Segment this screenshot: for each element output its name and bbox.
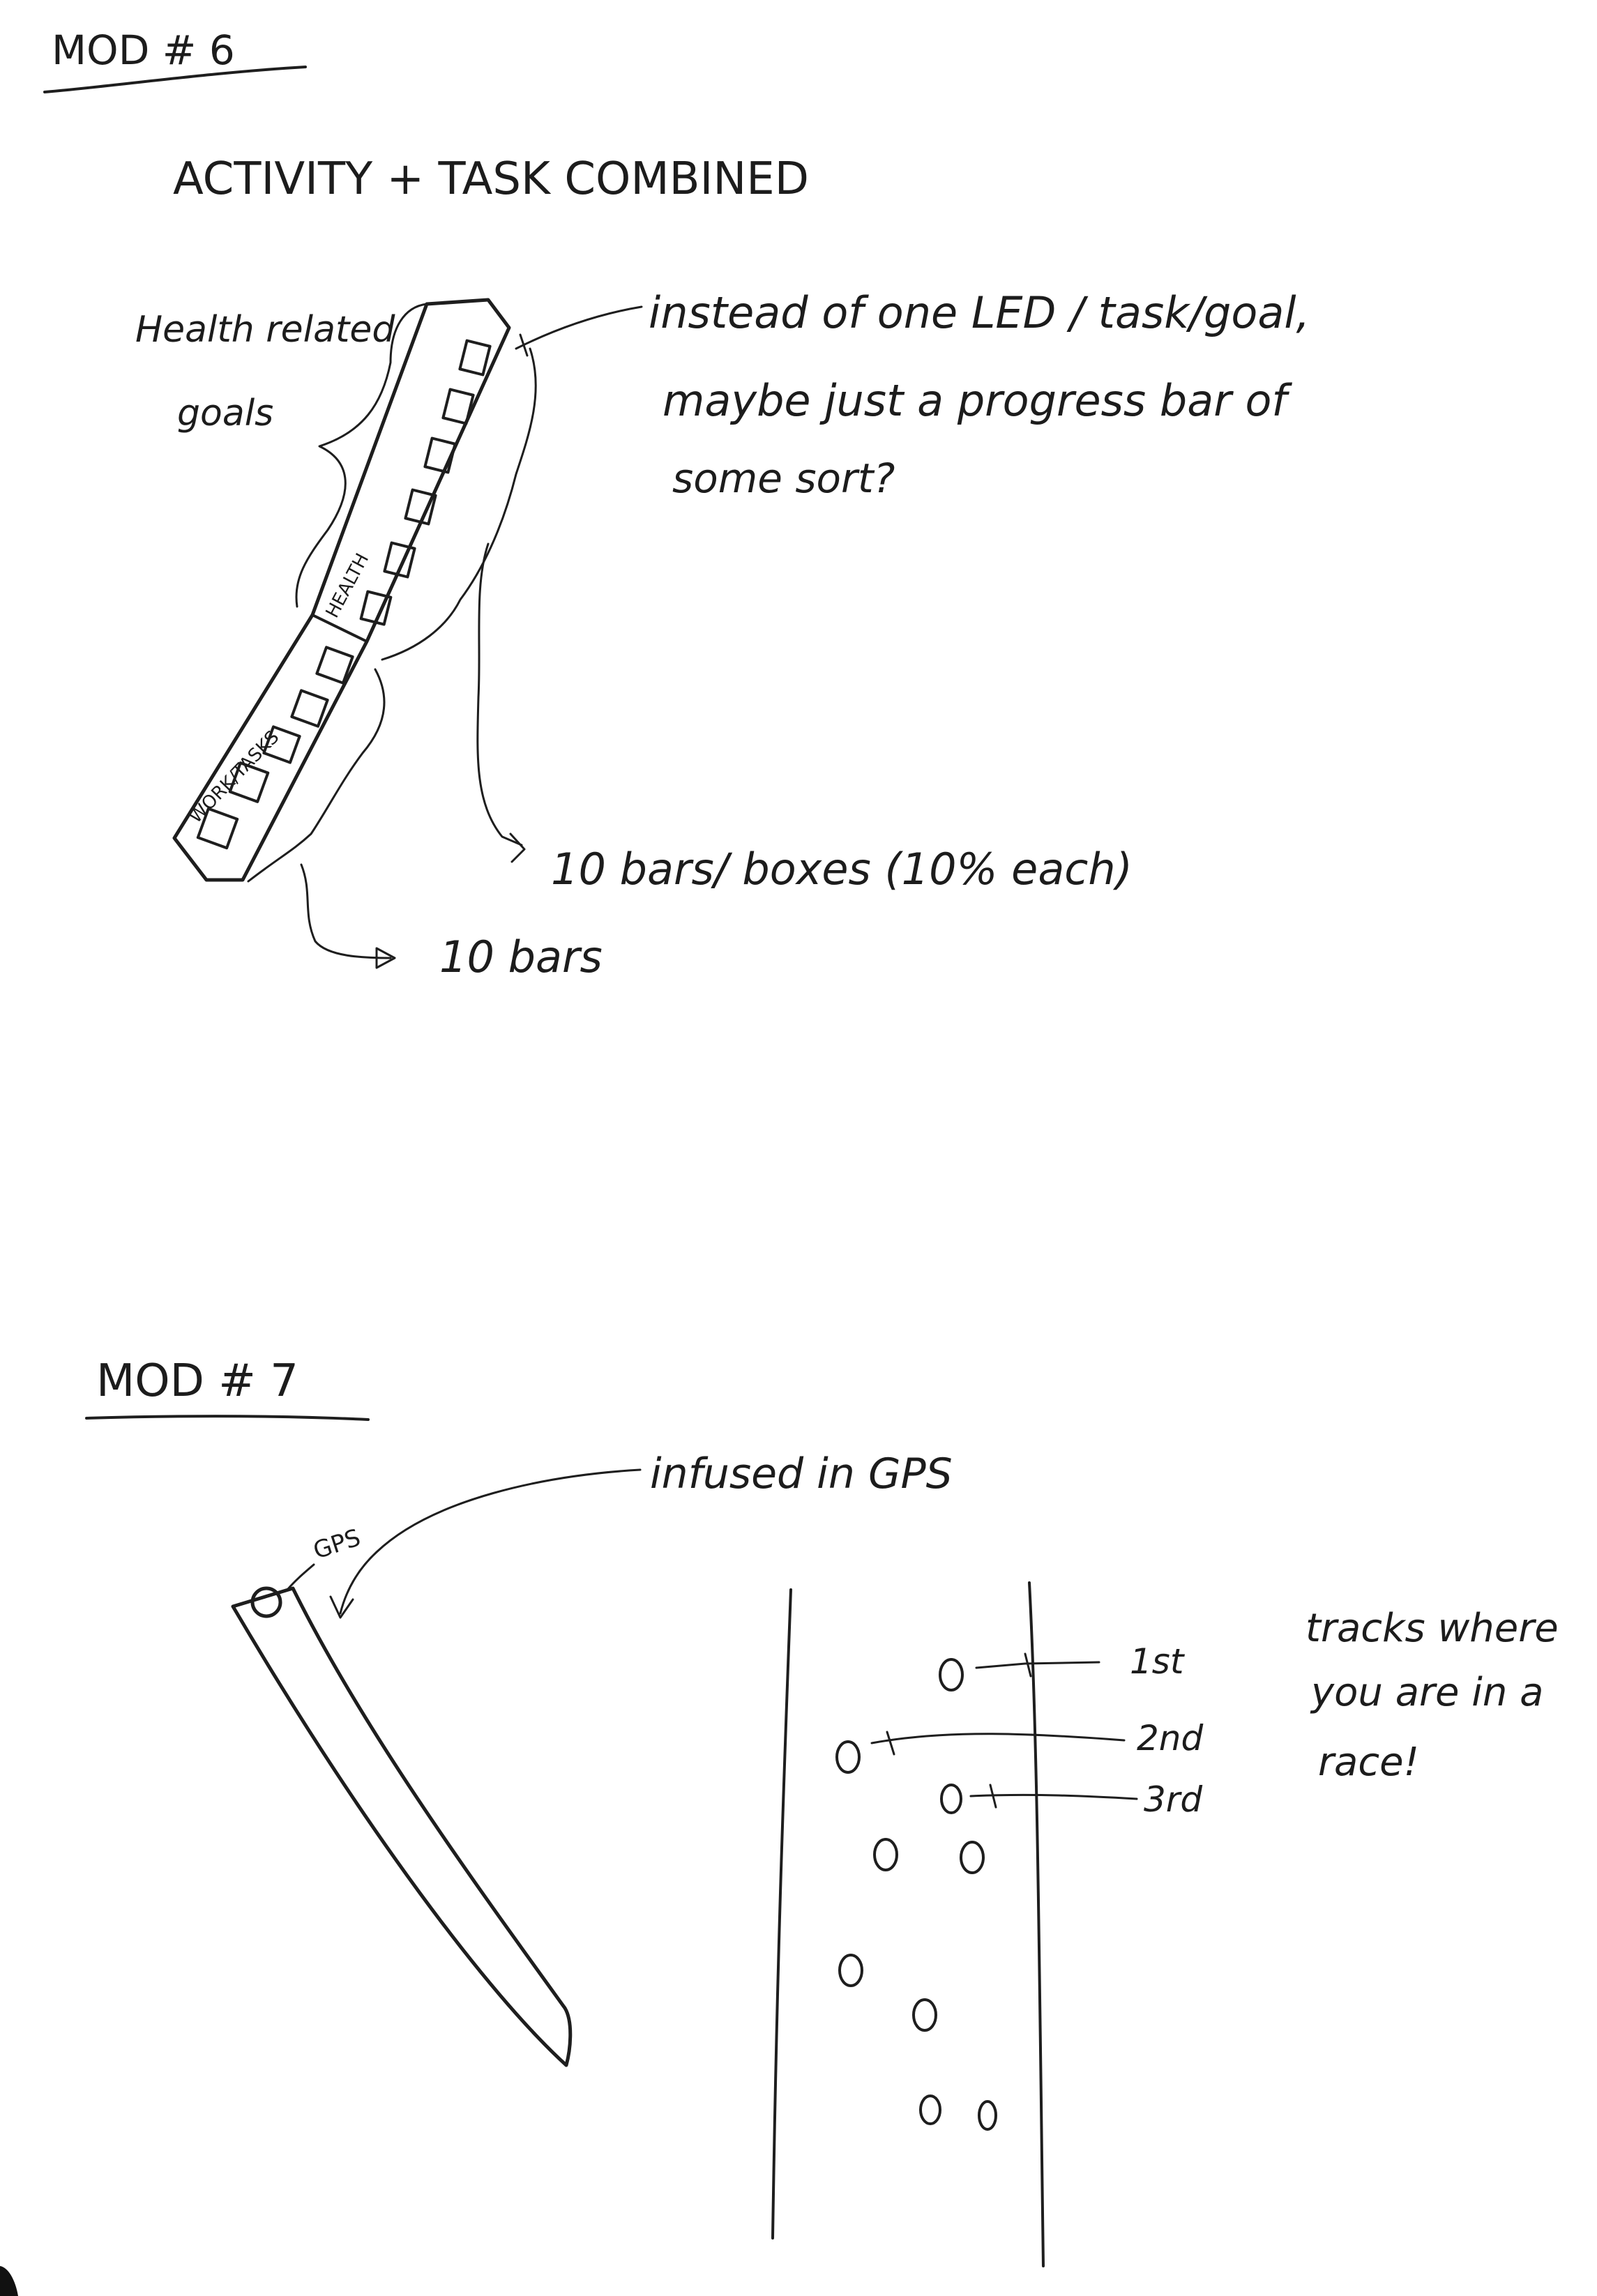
mod7-pointer-2nd-tick xyxy=(886,1731,895,1756)
runner xyxy=(873,1838,898,1871)
mod7-gps-note: infused in GPS xyxy=(650,1450,953,1498)
runner xyxy=(912,1998,937,2032)
mod7-place-2nd: 2nd xyxy=(1137,1718,1204,1758)
mod6-health-boxes xyxy=(359,339,492,626)
mod7-pointer-1st-tick xyxy=(1024,1652,1032,1678)
mod6-note-line2: maybe just a progress bar of xyxy=(663,375,1292,426)
mod6-wristband: HEALTH WORK/TASKS xyxy=(172,298,511,882)
runner-1st xyxy=(939,1658,964,1691)
runner-3rd xyxy=(940,1784,962,1814)
mod7-note-line1: tracks where xyxy=(1305,1606,1559,1651)
mod7-gps-arrowhead xyxy=(329,1595,354,1619)
mod7-pointer-1st xyxy=(975,1661,1100,1669)
mod7-place-3rd: 3rd xyxy=(1144,1779,1202,1820)
mod7-note-line3: race! xyxy=(1318,1740,1419,1785)
mod6-bars-note-health: 10 bars/ boxes (10% each) xyxy=(551,844,1133,895)
mod7-note-line2: you are in a xyxy=(1310,1670,1543,1715)
mod6-left-label-line1: Health related xyxy=(135,309,395,351)
mod6-title: ACTIVITY + TASK COMBINED xyxy=(173,153,809,205)
mod7-pointer-3rd-tick xyxy=(989,1784,997,1809)
mod6-note-line3: some sort? xyxy=(672,455,895,502)
mod6-health-brace-left xyxy=(295,303,428,608)
corner-smudge xyxy=(0,2266,18,2296)
mod6-bars-note-work: 10 bars xyxy=(439,932,603,982)
mod7-heading-underline xyxy=(85,1415,370,1421)
mod6-bars-arrowhead-health xyxy=(509,833,526,863)
mod7-track-right-edge xyxy=(1028,1581,1045,2267)
mod6-health-brace-right xyxy=(381,347,537,661)
mod6-work-brace xyxy=(247,668,386,883)
mod7-track-left-edge xyxy=(771,1588,792,2240)
mod7-gps-tag: GPS xyxy=(310,1523,363,1565)
mod6-note-line1: instead of one LED / task/goal, xyxy=(649,287,1310,338)
mod6-heading-underline xyxy=(43,66,307,93)
runner xyxy=(960,1841,985,1874)
runner-2nd xyxy=(835,1740,861,1774)
mod7-gps-tag-arrow xyxy=(286,1563,315,1591)
mod7-gps-arrow xyxy=(339,1468,642,1615)
runner xyxy=(838,1954,863,1987)
runner xyxy=(978,2100,997,2131)
mod6-band-label-health: HEALTH xyxy=(322,550,373,621)
mod6-heading: MOD # 6 xyxy=(52,26,235,74)
mod7-pointer-2nd xyxy=(870,1733,1126,1744)
mod6-work-boxes xyxy=(196,646,354,850)
mod7-runners xyxy=(835,1658,997,2131)
mod7-place-1st: 1st xyxy=(1130,1641,1186,1682)
mod6-bars-arrow-health xyxy=(476,542,523,846)
mod7-heading: MOD # 7 xyxy=(96,1355,298,1407)
mod7-gps-module xyxy=(250,1586,282,1618)
mod6-left-label-line2: goals xyxy=(177,393,273,434)
mod6-bars-arrowhead-work xyxy=(375,947,396,969)
mod6-note-pointer-tick xyxy=(519,333,529,357)
runner xyxy=(919,2094,941,2125)
mod6-bars-arrow-work xyxy=(300,863,392,959)
mod7-wristband xyxy=(231,1586,573,2067)
mod7-pointer-3rd xyxy=(969,1793,1138,1800)
mod6-note-pointer xyxy=(515,305,643,350)
